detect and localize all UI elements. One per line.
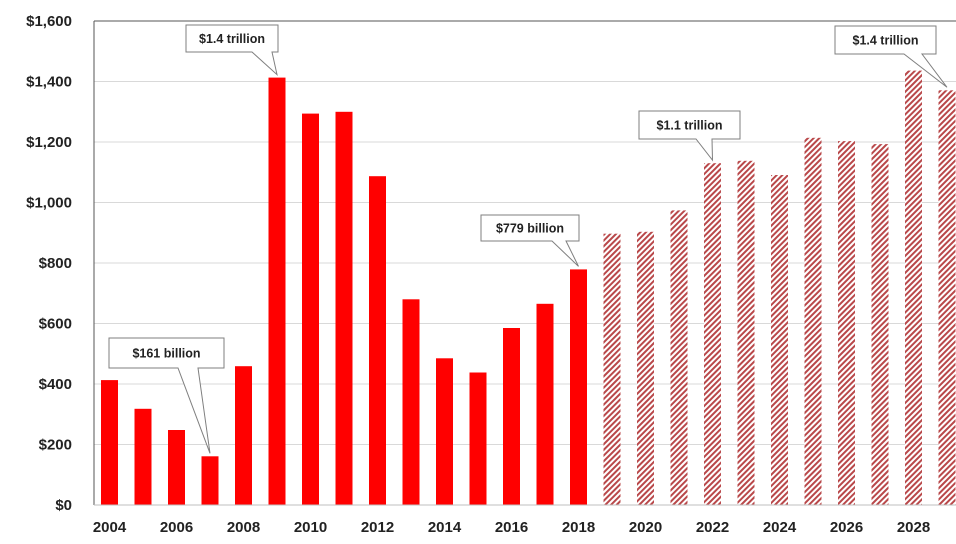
x-tick-label: 2020 (629, 519, 662, 536)
bar-projected (704, 163, 721, 505)
callout-label: $1.1 trillion (657, 119, 723, 133)
x-tick-label: 2014 (428, 519, 462, 536)
x-tick-label: 2006 (160, 519, 193, 536)
bar-projected (637, 231, 654, 506)
callout-box (480, 214, 580, 267)
callout-label: $1.4 trillion (199, 32, 265, 46)
callout-label: $161 billion (132, 347, 200, 361)
bar-projected (670, 210, 688, 505)
bar-projected (771, 175, 788, 505)
bar-actual (436, 358, 453, 505)
axes: $0 $200 $400 $600 $800 $1,000 $1,200 $1,400 $1,6… (26, 13, 956, 536)
y-tick-label: $800 (39, 255, 72, 272)
bar-projected (737, 160, 755, 506)
x-tick-label: 2004 (93, 519, 127, 536)
y-tick-label: $1,200 (26, 134, 72, 151)
bar-actual (302, 113, 319, 505)
bar-actual (369, 176, 386, 505)
bar-projected (938, 90, 956, 506)
y-tick-label: $1,000 (26, 195, 72, 212)
callout-label: $1.4 trillion (853, 34, 919, 48)
x-tick-label: 2018 (562, 519, 595, 536)
x-tick-label: 2016 (495, 519, 528, 536)
callout-box (108, 337, 225, 454)
bar-projected (804, 137, 822, 506)
bar-actual (469, 372, 487, 505)
bar-projected (838, 141, 855, 505)
callout-box (834, 25, 948, 88)
bar-actual (101, 380, 118, 505)
y-tick-label: $200 (39, 437, 72, 454)
bar-actual (536, 303, 554, 505)
bar-actual (134, 408, 152, 505)
bar-actual (570, 269, 587, 505)
x-tick-label: 2012 (361, 519, 394, 536)
bar-actual (402, 299, 420, 505)
y-tick-label: $0 (55, 497, 72, 514)
callout-label: $779 billion (496, 222, 564, 236)
x-tick-label: 2024 (763, 519, 797, 536)
bar-actual (235, 366, 252, 505)
callouts: $161 billion $1.4 trillion $779 billion $1.… (108, 24, 948, 454)
bar-actual (201, 456, 219, 505)
bar-projected (905, 70, 922, 505)
x-tick-label: 2022 (696, 519, 729, 536)
bars (101, 70, 956, 506)
callout-box (185, 24, 279, 76)
bar-projected (871, 144, 889, 505)
x-tick-label: 2008 (227, 519, 260, 536)
bar-actual (268, 77, 286, 505)
bar-projected (603, 233, 621, 505)
y-tick-label: $1,400 (26, 74, 72, 91)
x-tick-label: 2026 (830, 519, 863, 536)
y-tick-label: $1,600 (26, 13, 72, 30)
bar-actual (335, 111, 353, 506)
bar-actual (503, 328, 520, 505)
callout-box (638, 110, 741, 162)
y-tick-label: $600 (39, 316, 72, 333)
x-tick-label: 2010 (294, 519, 327, 536)
bar-actual (168, 430, 185, 505)
x-tick-label: 2028 (897, 519, 930, 536)
y-tick-label: $400 (39, 376, 72, 393)
